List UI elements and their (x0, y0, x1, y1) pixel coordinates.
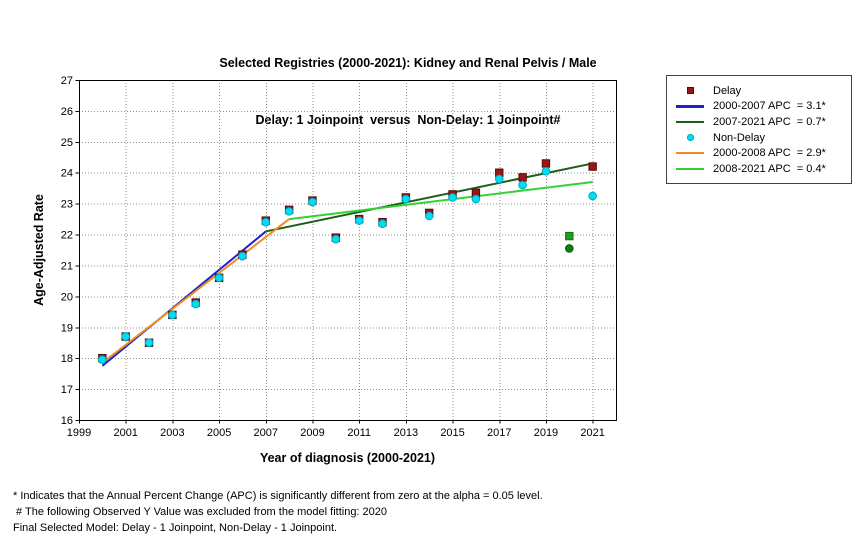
marker-circle (191, 299, 201, 309)
x-tick-label: 2021 (580, 427, 604, 439)
legend-item-label: 2000-2008 APC = 2.9* (713, 147, 826, 160)
legend-line-swatch (676, 151, 704, 155)
y-tick-labels: 16 17 18 19 20 21 22 23 24 25 26 27 (61, 75, 73, 427)
marker-circle (518, 180, 527, 190)
marker-circle (168, 310, 177, 320)
marker-circle (401, 194, 411, 204)
marker-square (541, 159, 551, 168)
marker-circle (284, 207, 294, 216)
x-tick-labels: 1999 2001 2003 2005 2007 2009 2011 2013 2015 2017… (67, 427, 605, 439)
x-tick-label: 2001 (113, 427, 137, 439)
delay-square-icon (686, 87, 694, 95)
marker-circle (238, 251, 247, 261)
legend-item-label: Non-Delay (713, 131, 765, 144)
marker-circle (121, 332, 130, 341)
series-non-delay (565, 244, 574, 253)
data-points (98, 159, 597, 365)
marker-circle (354, 216, 364, 225)
marker-circle (214, 273, 224, 283)
legend-line-swatch (676, 120, 704, 124)
marker-circle (541, 166, 551, 176)
legend-line-swatch (676, 167, 704, 171)
footnote-line: * Indicates that the Annual Percent Chan… (13, 490, 543, 502)
plot-frame (78, 79, 618, 422)
marker-circle (424, 211, 434, 221)
plot-area: 1999 2001 2003 2005 2007 2009 2011 2013 2015 2017… (61, 75, 618, 439)
x-tick-label: 2011 (347, 427, 371, 439)
trend-line (289, 181, 593, 221)
marker-square (565, 231, 574, 241)
y-tick-label: 21 (61, 260, 73, 272)
marker-circle (378, 219, 387, 229)
legend-item: 2000-2008 APC = 2.9* (675, 145, 846, 161)
marker-circle (144, 338, 154, 348)
y-tick-label: 16 (61, 415, 73, 427)
trend-line (101, 218, 290, 364)
series-non-delay (98, 166, 597, 365)
marker-circle (308, 197, 317, 207)
legend-item-label: 2007-2021 APC = 0.7* (713, 115, 826, 128)
marker-circle (448, 193, 457, 202)
marker-circle (565, 244, 574, 253)
x-tick-label: 2009 (300, 427, 324, 439)
x-tick-label: 2003 (160, 427, 184, 439)
x-tick-label: 2007 (254, 427, 278, 439)
marker-square (588, 162, 597, 171)
y-tick-label: 19 (61, 322, 73, 334)
marker-circle (261, 217, 271, 227)
chart-title-line1: Selected Registries (2000-2021): Kidney … (219, 56, 597, 70)
y-tick-label: 22 (61, 230, 73, 242)
footnote-line: Final Selected Model: Delay - 1 Joinpoin… (13, 522, 338, 534)
legend-item: Non-Delay (675, 130, 846, 146)
marker-square (518, 173, 527, 182)
marker-circle (494, 174, 504, 184)
legend-item: 2008-2021 APC = 0.4* (675, 161, 846, 177)
y-tick-label: 25 (61, 137, 73, 149)
legend: Delay 2000-2007 APC = 3.1* 2007-2021 APC =… (666, 75, 852, 184)
x-tick-label: 2017 (487, 427, 511, 439)
footnote-line: # The following Observed Y Value was exc… (13, 506, 388, 518)
trend-lines (101, 162, 593, 367)
legend-item-label: 2000-2007 APC = 3.1* (713, 100, 826, 113)
y-tick-label: 27 (61, 75, 73, 87)
x-tick-label: 2005 (207, 427, 231, 439)
trend-line (265, 162, 593, 233)
y-tick-label: 23 (61, 199, 73, 211)
x-tick-label: 2013 (394, 427, 418, 439)
marker-circle (471, 194, 481, 204)
legend-item: 2007-2021 APC = 0.7* (675, 114, 846, 130)
legend-item: 2000-2007 APC = 3.1* (675, 99, 846, 115)
y-tick-label: 18 (61, 353, 73, 365)
chart-title: Selected Registries (2000-2021): Kidney … (0, 16, 816, 168)
x-tick-label: 2019 (534, 427, 558, 439)
y-tick-label: 17 (61, 384, 73, 396)
marker-circle (98, 355, 107, 365)
legend-item-label: 2008-2021 APC = 0.4* (713, 162, 826, 175)
chart-title-line2: Delay: 1 Joinpoint versus Non-Delay: 1 J… (255, 113, 561, 127)
y-tick-label: 20 (61, 291, 73, 303)
x-tick-label: 1999 (67, 427, 91, 439)
marker-circle (588, 191, 597, 201)
x-tick-label: 2015 (440, 427, 464, 439)
legend-line-swatch (676, 105, 704, 108)
footnotes: * Indicates that the Annual Percent Chan… (13, 488, 543, 536)
legend-item: Delay (675, 83, 846, 99)
series-delay (565, 231, 574, 241)
non-delay-dot-icon (686, 134, 694, 142)
legend-item-label: Delay (713, 84, 742, 97)
y-tick-label: 24 (61, 168, 73, 180)
y-tick-label: 26 (61, 106, 73, 118)
marker-circle (331, 234, 341, 244)
x-axis-label: Year of diagnosis (2000-2021) (259, 451, 436, 465)
tick-marks (75, 80, 594, 424)
gridlines (79, 80, 616, 420)
